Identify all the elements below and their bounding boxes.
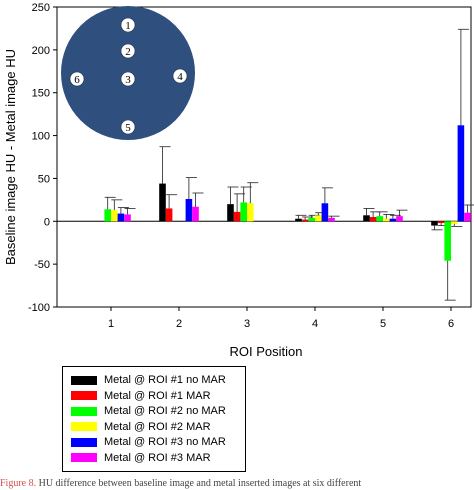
bar: [451, 221, 458, 224]
bar: [389, 218, 397, 222]
bar: [363, 215, 370, 222]
phantom-roi-label: 1: [125, 20, 131, 32]
bar: [165, 208, 173, 222]
bar: [457, 125, 465, 222]
phantom-roi-marker: [172, 68, 188, 84]
bar: [159, 183, 166, 222]
phantom-roi-marker: [69, 71, 85, 87]
bar: [227, 204, 234, 222]
bar: [233, 211, 241, 222]
bar: [383, 218, 390, 222]
legend-swatch: [71, 375, 97, 385]
x-tick-label: 5: [380, 318, 386, 330]
bar: [301, 219, 309, 222]
bar: [117, 213, 125, 222]
x-tick-label: 6: [448, 318, 454, 330]
legend-label: Metal @ ROI #2 MAR: [104, 420, 211, 433]
x-tick-label: 4: [312, 318, 318, 330]
bar: [124, 214, 131, 222]
bar: [240, 202, 247, 222]
bar: [308, 217, 315, 222]
caption-text: HU difference between baseline image and…: [36, 478, 362, 489]
plot-frame: [56, 6, 472, 308]
legend-item: Metal @ ROI #1 MAR: [71, 389, 211, 403]
bar: [437, 221, 445, 223]
bar: [444, 221, 451, 261]
bar: [111, 210, 118, 222]
legend-label: Metal @ ROI #3 no MAR: [104, 436, 226, 448]
bar: [328, 217, 335, 222]
chart: -100 -50 0 50 100 150 200 250 1 2 3 4 5 6 1 2 3 4 5 6 Basel…: [3, 2, 474, 359]
y-tick-label: 250: [32, 2, 50, 14]
phantom-roi-label: 4: [177, 71, 183, 83]
bar: [192, 206, 199, 222]
legend-label: Metal @ ROI #1 no MAR: [104, 374, 226, 386]
x-tick-label: 2: [176, 318, 182, 330]
bar: [295, 218, 302, 222]
phantom-roi-marker: [120, 71, 136, 87]
legend-swatch: [71, 422, 97, 431]
y-tick-label: 100: [32, 131, 50, 143]
figure-caption: Figure 8. HU difference between baseline…: [0, 478, 474, 490]
y-tick-label: 50: [38, 173, 50, 185]
legend-item: Metal @ ROI #3 MAR: [71, 451, 211, 465]
bar: [464, 212, 471, 222]
x-tick-label: 3: [244, 318, 250, 330]
legend-item: Metal @ ROI #2 MAR: [71, 420, 211, 434]
legend-swatch: [71, 453, 97, 462]
y-tick-label: 150: [32, 88, 50, 100]
phantom-roi-label: 3: [125, 74, 131, 86]
y-axis-label: Baseline image HU - Metal image HU: [3, 49, 18, 265]
legend-swatch: [71, 406, 97, 416]
x-axis-label: ROI Position: [230, 344, 303, 359]
caption-lead: Figure 8.: [0, 478, 37, 489]
bar: [185, 199, 193, 222]
y-tick-label: 0: [44, 216, 50, 228]
legend: Metal @ ROI #1 no MAR Metal @ ROI #1 MAR M…: [62, 366, 246, 472]
bar: [369, 217, 377, 222]
bar: [376, 216, 383, 222]
bar: [104, 209, 111, 222]
x-tick-label: 1: [108, 318, 114, 330]
bar: [431, 221, 438, 226]
y-tick-label: 200: [32, 45, 50, 57]
phantom-roi-marker: [120, 43, 136, 59]
legend-item: Metal @ ROI #1 no MAR: [71, 373, 226, 387]
phantom-roi-label: 5: [125, 122, 131, 134]
legend-swatch: [71, 391, 97, 400]
bar: [315, 215, 322, 222]
y-tick-label: -50: [34, 259, 50, 271]
plot-area: -100 -50 0 50 100 150 200 250 1 2 3 4 5 6 1 2 3 4 5 6: [28, 2, 474, 330]
bar: [321, 203, 329, 222]
legend-item: Metal @ ROI #2 no MAR: [71, 404, 226, 418]
y-tick-label: -100: [28, 302, 50, 314]
legend-label: Metal @ ROI #2 no MAR: [104, 405, 226, 417]
phantom-roi-label: 2: [125, 46, 131, 58]
bar: [247, 203, 254, 222]
bar: [396, 216, 403, 222]
legend-swatch: [71, 437, 97, 447]
phantom-roi-marker: [120, 17, 136, 33]
legend-item: Metal @ ROI #3 no MAR: [71, 435, 226, 449]
phantom-roi-label: 6: [74, 74, 80, 86]
phantom-roi-marker: [120, 119, 136, 135]
legend-label: Metal @ ROI #3 MAR: [104, 451, 211, 464]
legend-label: Metal @ ROI #1 MAR: [104, 389, 211, 402]
